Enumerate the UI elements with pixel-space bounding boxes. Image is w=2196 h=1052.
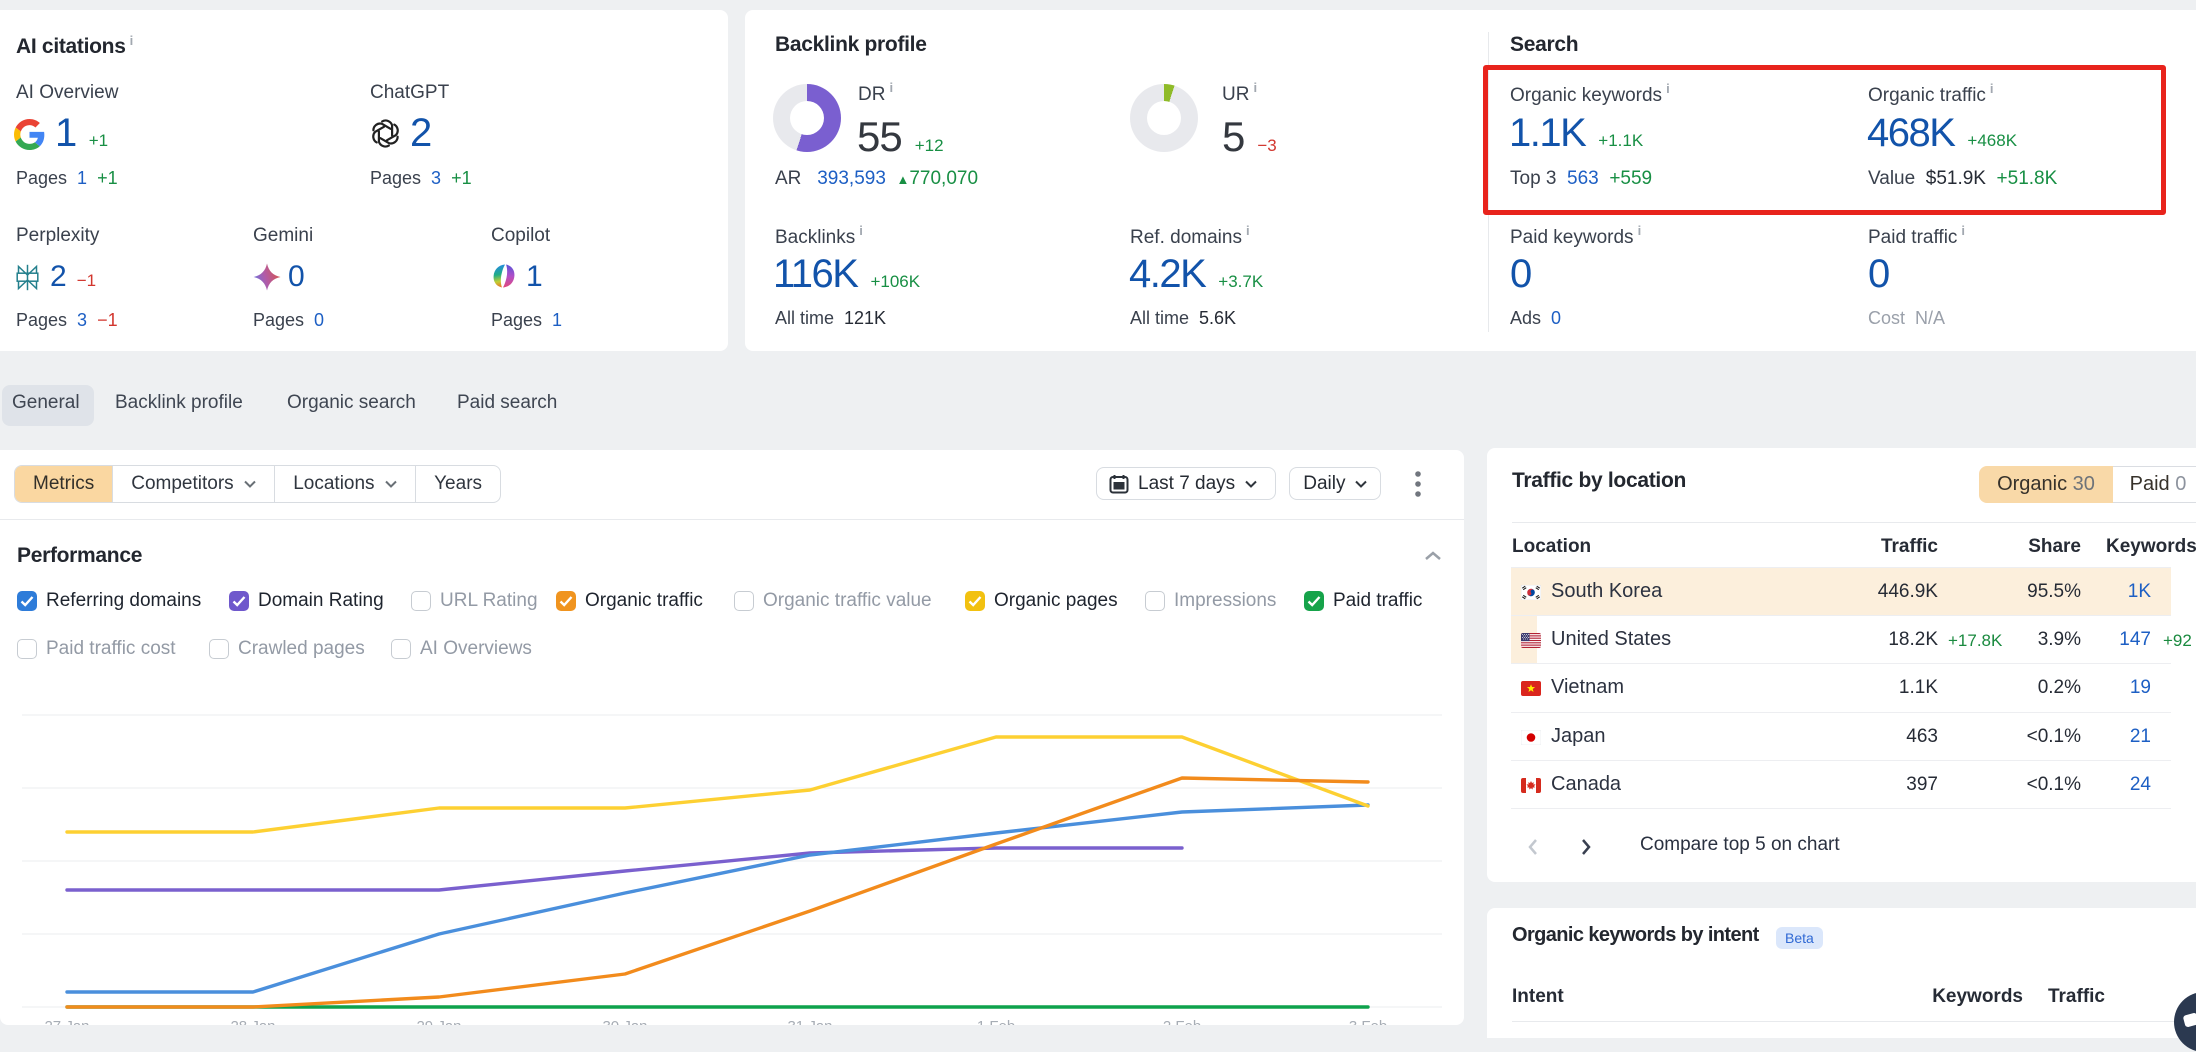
- svg-text:30 Jan: 30 Jan: [602, 1018, 647, 1025]
- svg-text:29 Jan: 29 Jan: [416, 1018, 461, 1025]
- svg-text:3 Feb: 3 Feb: [1349, 1018, 1387, 1025]
- svg-text:1 Feb: 1 Feb: [977, 1018, 1015, 1025]
- svg-text:2 Feb: 2 Feb: [1163, 1018, 1201, 1025]
- svg-text:28 Jan: 28 Jan: [230, 1018, 275, 1025]
- svg-text:31 Jan: 31 Jan: [787, 1018, 832, 1025]
- svg-text:27 Jan: 27 Jan: [44, 1018, 89, 1025]
